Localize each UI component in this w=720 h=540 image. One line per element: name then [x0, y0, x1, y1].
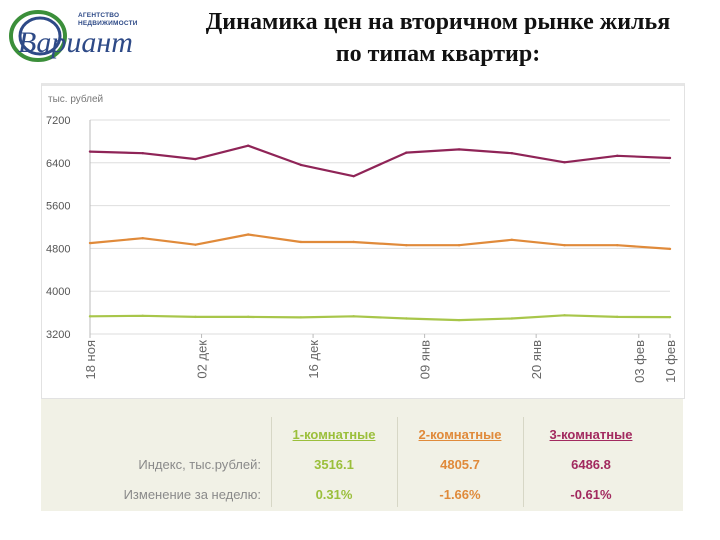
col-header-1room: 1-комнатные — [292, 427, 376, 442]
y-tick-label: 4000 — [46, 286, 70, 298]
cell-index-3room: 6486.8 — [571, 457, 611, 472]
data-point — [194, 243, 197, 246]
data-point — [510, 238, 514, 242]
title-line-2: по типам квартир: — [335, 41, 541, 67]
logo-brand: Вариант — [18, 26, 133, 59]
data-point — [405, 243, 408, 247]
x-tick-label: 02 дек — [195, 340, 210, 379]
data-point — [352, 315, 355, 318]
cell-change-3room: -0.61% — [570, 487, 612, 502]
y-tick-label: 6400 — [46, 158, 70, 170]
data-point — [141, 151, 144, 155]
y-tick-label: 4800 — [46, 243, 70, 255]
data-point — [88, 241, 92, 245]
data-point — [88, 315, 92, 318]
row-label-change: Изменение за неделю: — [123, 487, 261, 502]
data-point — [668, 247, 672, 251]
x-tick-label: 20 янв — [529, 340, 544, 379]
col-header-3room: 3-комнатные — [549, 427, 633, 442]
table-divider — [271, 417, 272, 507]
data-point — [246, 144, 250, 147]
x-tick-label: 09 янв — [418, 340, 433, 379]
y-tick-label: 5600 — [46, 201, 70, 213]
data-point — [246, 315, 250, 319]
data-point — [352, 174, 355, 178]
table-divider — [397, 417, 398, 507]
data-point — [616, 243, 619, 247]
cell-index-2room: 4805.7 — [440, 457, 480, 472]
data-point — [405, 317, 408, 320]
chart-panel: тыс. рублей 3200 4000 4800 5600 6400 7200 18 н… — [41, 83, 685, 399]
series-line-3 — [89, 314, 671, 322]
cell-change-2room: -1.66% — [439, 487, 481, 502]
data-point — [299, 316, 303, 319]
data-point — [668, 156, 672, 160]
data-point — [616, 315, 619, 319]
page-title: Динамика цен на вторичном рынке жилья по… — [158, 6, 718, 70]
index-table: 1-комнатные 2-комнатные 3-комнатные Инде… — [41, 399, 683, 511]
col-header-2room: 2-комнатные — [418, 427, 502, 442]
data-point — [141, 237, 144, 240]
y-tick-label: 7200 — [46, 115, 70, 127]
row-label-index: Индекс, тыс.рублей: — [138, 457, 261, 472]
data-point — [563, 314, 566, 317]
data-point — [563, 161, 566, 164]
logo-swoosh-icon — [9, 10, 67, 62]
data-point — [299, 163, 303, 167]
data-point — [510, 317, 514, 320]
y-axis-label: тыс. рублей — [48, 94, 104, 105]
x-tick-label: 18 ноя — [83, 340, 98, 380]
x-tick-label: 10 фев — [663, 340, 678, 383]
data-point — [457, 148, 461, 151]
data-point — [668, 315, 672, 319]
data-point — [299, 240, 303, 244]
data-point — [510, 151, 514, 155]
cell-change-1room: 0.31% — [315, 487, 353, 502]
logo: АГЕНТСТВО НЕДВИЖИМОСТИ Вариант — [8, 6, 158, 64]
data-point — [141, 314, 144, 318]
data-point — [88, 150, 92, 153]
series-line-2 — [89, 233, 671, 250]
data-point — [246, 233, 250, 236]
data-point — [457, 318, 461, 322]
data-point — [563, 243, 566, 247]
logo-top-text: АГЕНТСТВО НЕДВИЖИМОСТИ — [78, 12, 138, 27]
series-line-1 — [89, 144, 671, 178]
title-line-1: Динамика цен на вторичном рынке жилья — [205, 9, 671, 35]
data-point — [194, 157, 197, 161]
line-chart: 3200 4000 4800 5600 6400 7200 18 ноя 02 дек 16 д… — [46, 115, 678, 383]
data-point — [405, 151, 408, 154]
x-tick-label: 03 фев — [632, 340, 647, 383]
table-divider — [523, 417, 524, 507]
y-tick-label: 3200 — [46, 329, 70, 341]
data-point — [457, 243, 461, 247]
x-tick-label: 16 дек — [306, 340, 321, 379]
data-point — [194, 315, 197, 319]
data-point — [352, 240, 355, 244]
cell-index-1room: 3516.1 — [314, 457, 354, 472]
data-point — [616, 154, 619, 158]
